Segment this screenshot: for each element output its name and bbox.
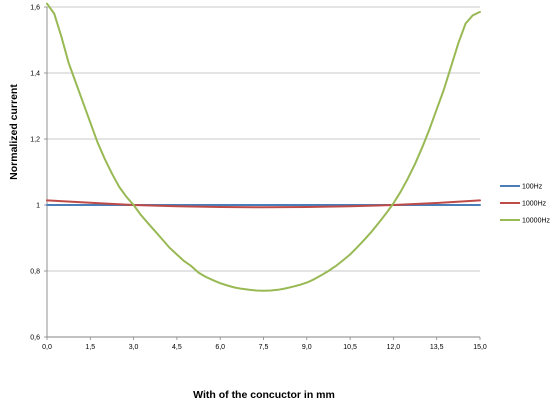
gridlines: [44, 6, 480, 338]
x-tick-label: 1,5: [85, 344, 95, 351]
x-tick-labels: 0,0 1,5 3,0 4,5 6,0 7,5 9,0 10,5 12,0 13,5 15,0: [42, 344, 487, 351]
y-tick-label: 1,2: [30, 137, 40, 144]
x-tick-label: 13,5: [430, 344, 444, 351]
x-tick-label: 0,0: [42, 344, 52, 351]
x-tick-label: 12,0: [387, 344, 401, 351]
y-tick-labels: 0,6 0,8 1 1,2 1,4 1,6: [30, 5, 40, 342]
x-tick-label: 3,0: [129, 344, 139, 351]
x-tick-label: 15,0: [473, 344, 487, 351]
legend-label-100hz: 100Hz: [522, 184, 543, 191]
series-line-10000hz: [46, 2, 481, 292]
series-line-1000hz: [46, 199, 481, 209]
x-tick-label: 10,5: [343, 344, 357, 351]
x-tick-label: 6,0: [215, 344, 225, 351]
y-tick-label: 1: [36, 203, 40, 210]
y-tick-label: 0,6: [30, 335, 40, 342]
y-tick-label: 1,6: [30, 5, 40, 12]
x-tick-label: 7,5: [259, 344, 269, 351]
legend-label-1000hz: 1000Hz: [522, 201, 547, 208]
x-tick-label: 4,5: [172, 344, 182, 351]
y-tick-label: 1,4: [30, 71, 40, 78]
series-lines: [46, 2, 481, 292]
legend: 100Hz 1000Hz 10000Hz: [500, 184, 551, 225]
legend-label-10000hz: 10000Hz: [522, 218, 551, 225]
x-tick-label: 9,0: [302, 344, 312, 351]
x-axis-title: With of the concuctor in mm: [193, 389, 335, 401]
y-tick-label: 0,8: [30, 269, 40, 276]
axes: [46, 7, 481, 340]
y-axis-title: Normalized current: [8, 84, 20, 180]
